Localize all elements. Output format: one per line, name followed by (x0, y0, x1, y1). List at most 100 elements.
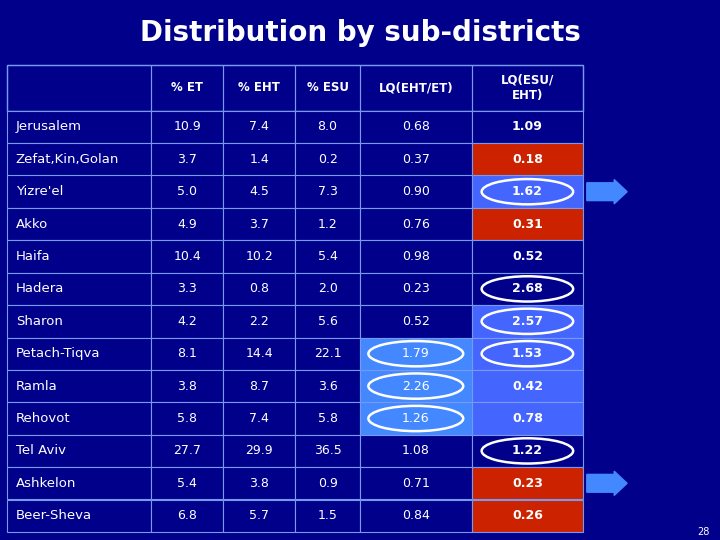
Text: 1.09: 1.09 (512, 120, 543, 133)
Text: 8.1: 8.1 (177, 347, 197, 360)
Text: % EHT: % EHT (238, 81, 280, 94)
FancyArrow shape (587, 179, 627, 204)
Bar (360, 338, 472, 370)
Text: 6.8: 6.8 (177, 509, 197, 522)
Text: 0.98: 0.98 (402, 250, 430, 263)
Bar (360, 435, 472, 467)
Text: 10.4: 10.4 (174, 250, 201, 263)
Bar (295, 65, 360, 111)
Text: Petach-Tiqva: Petach-Tiqva (16, 347, 100, 360)
Text: Hadera: Hadera (16, 282, 64, 295)
Text: 5.4: 5.4 (318, 250, 338, 263)
Text: Akko: Akko (16, 218, 48, 231)
Text: 0.52: 0.52 (402, 315, 430, 328)
Text: 5.7: 5.7 (249, 509, 269, 522)
Bar (7, 402, 151, 435)
Bar (360, 240, 472, 273)
Text: 0.9: 0.9 (318, 477, 338, 490)
Text: 1.53: 1.53 (512, 347, 543, 360)
Text: 0.37: 0.37 (402, 153, 430, 166)
Bar (472, 435, 583, 467)
Bar (223, 435, 295, 467)
Bar (151, 402, 223, 435)
Bar (295, 338, 360, 370)
Bar (7, 65, 151, 111)
Text: Rehovot: Rehovot (16, 412, 71, 425)
Bar (472, 65, 583, 111)
Bar (151, 240, 223, 273)
Text: 22.1: 22.1 (314, 347, 341, 360)
Bar (151, 500, 223, 532)
Text: Sharon: Sharon (16, 315, 63, 328)
Bar (223, 370, 295, 402)
Text: 4.5: 4.5 (249, 185, 269, 198)
Text: Ramla: Ramla (16, 380, 58, 393)
Text: 3.8: 3.8 (177, 380, 197, 393)
Bar (472, 143, 583, 176)
Text: Distribution by sub-districts: Distribution by sub-districts (140, 19, 580, 47)
Text: 0.2: 0.2 (318, 153, 338, 166)
Text: Zefat,Kin,Golan: Zefat,Kin,Golan (16, 153, 120, 166)
Bar (223, 273, 295, 305)
Bar (151, 111, 223, 143)
Bar (7, 370, 151, 402)
Bar (7, 240, 151, 273)
Text: 2.0: 2.0 (318, 282, 338, 295)
Text: Yizre'el: Yizre'el (16, 185, 63, 198)
Text: 5.4: 5.4 (177, 477, 197, 490)
Text: 0.71: 0.71 (402, 477, 430, 490)
Bar (7, 143, 151, 176)
Bar (7, 338, 151, 370)
Bar (360, 208, 472, 240)
Bar (7, 500, 151, 532)
Bar (223, 65, 295, 111)
Text: 0.78: 0.78 (512, 412, 543, 425)
Text: 0.23: 0.23 (402, 282, 430, 295)
Text: 3.6: 3.6 (318, 380, 338, 393)
Bar (295, 176, 360, 208)
Bar (151, 305, 223, 338)
Bar (7, 208, 151, 240)
Text: 2.68: 2.68 (512, 282, 543, 295)
Bar (295, 402, 360, 435)
Text: 0.18: 0.18 (512, 153, 543, 166)
Text: 8.0: 8.0 (318, 120, 338, 133)
Bar (295, 111, 360, 143)
Text: 28: 28 (697, 527, 709, 537)
Bar (472, 500, 583, 532)
Bar (151, 370, 223, 402)
Text: 1.4: 1.4 (249, 153, 269, 166)
Bar (472, 208, 583, 240)
Bar (360, 305, 472, 338)
Text: 0.84: 0.84 (402, 509, 430, 522)
Bar (223, 467, 295, 500)
Text: 8.7: 8.7 (249, 380, 269, 393)
Text: 2.2: 2.2 (249, 315, 269, 328)
Text: 5.0: 5.0 (177, 185, 197, 198)
Text: 36.5: 36.5 (314, 444, 341, 457)
Text: 10.9: 10.9 (174, 120, 201, 133)
Text: 3.3: 3.3 (177, 282, 197, 295)
Text: 0.26: 0.26 (512, 509, 543, 522)
Text: 7.4: 7.4 (249, 412, 269, 425)
Bar (295, 208, 360, 240)
Bar (151, 65, 223, 111)
Bar (472, 338, 583, 370)
Text: 1.08: 1.08 (402, 444, 430, 457)
Bar (295, 467, 360, 500)
Bar (151, 467, 223, 500)
Text: 0.52: 0.52 (512, 250, 543, 263)
Bar (472, 176, 583, 208)
Bar (7, 65, 583, 111)
Text: 10.2: 10.2 (246, 250, 273, 263)
Text: 0.31: 0.31 (512, 218, 543, 231)
Text: LQ(ESU/
EHT): LQ(ESU/ EHT) (501, 74, 554, 102)
Bar (7, 435, 151, 467)
Text: 3.8: 3.8 (249, 477, 269, 490)
Text: 1.62: 1.62 (512, 185, 543, 198)
Bar (151, 143, 223, 176)
Text: 4.9: 4.9 (177, 218, 197, 231)
Bar (7, 273, 151, 305)
Text: 2.26: 2.26 (402, 380, 430, 393)
Text: 1.26: 1.26 (402, 412, 430, 425)
